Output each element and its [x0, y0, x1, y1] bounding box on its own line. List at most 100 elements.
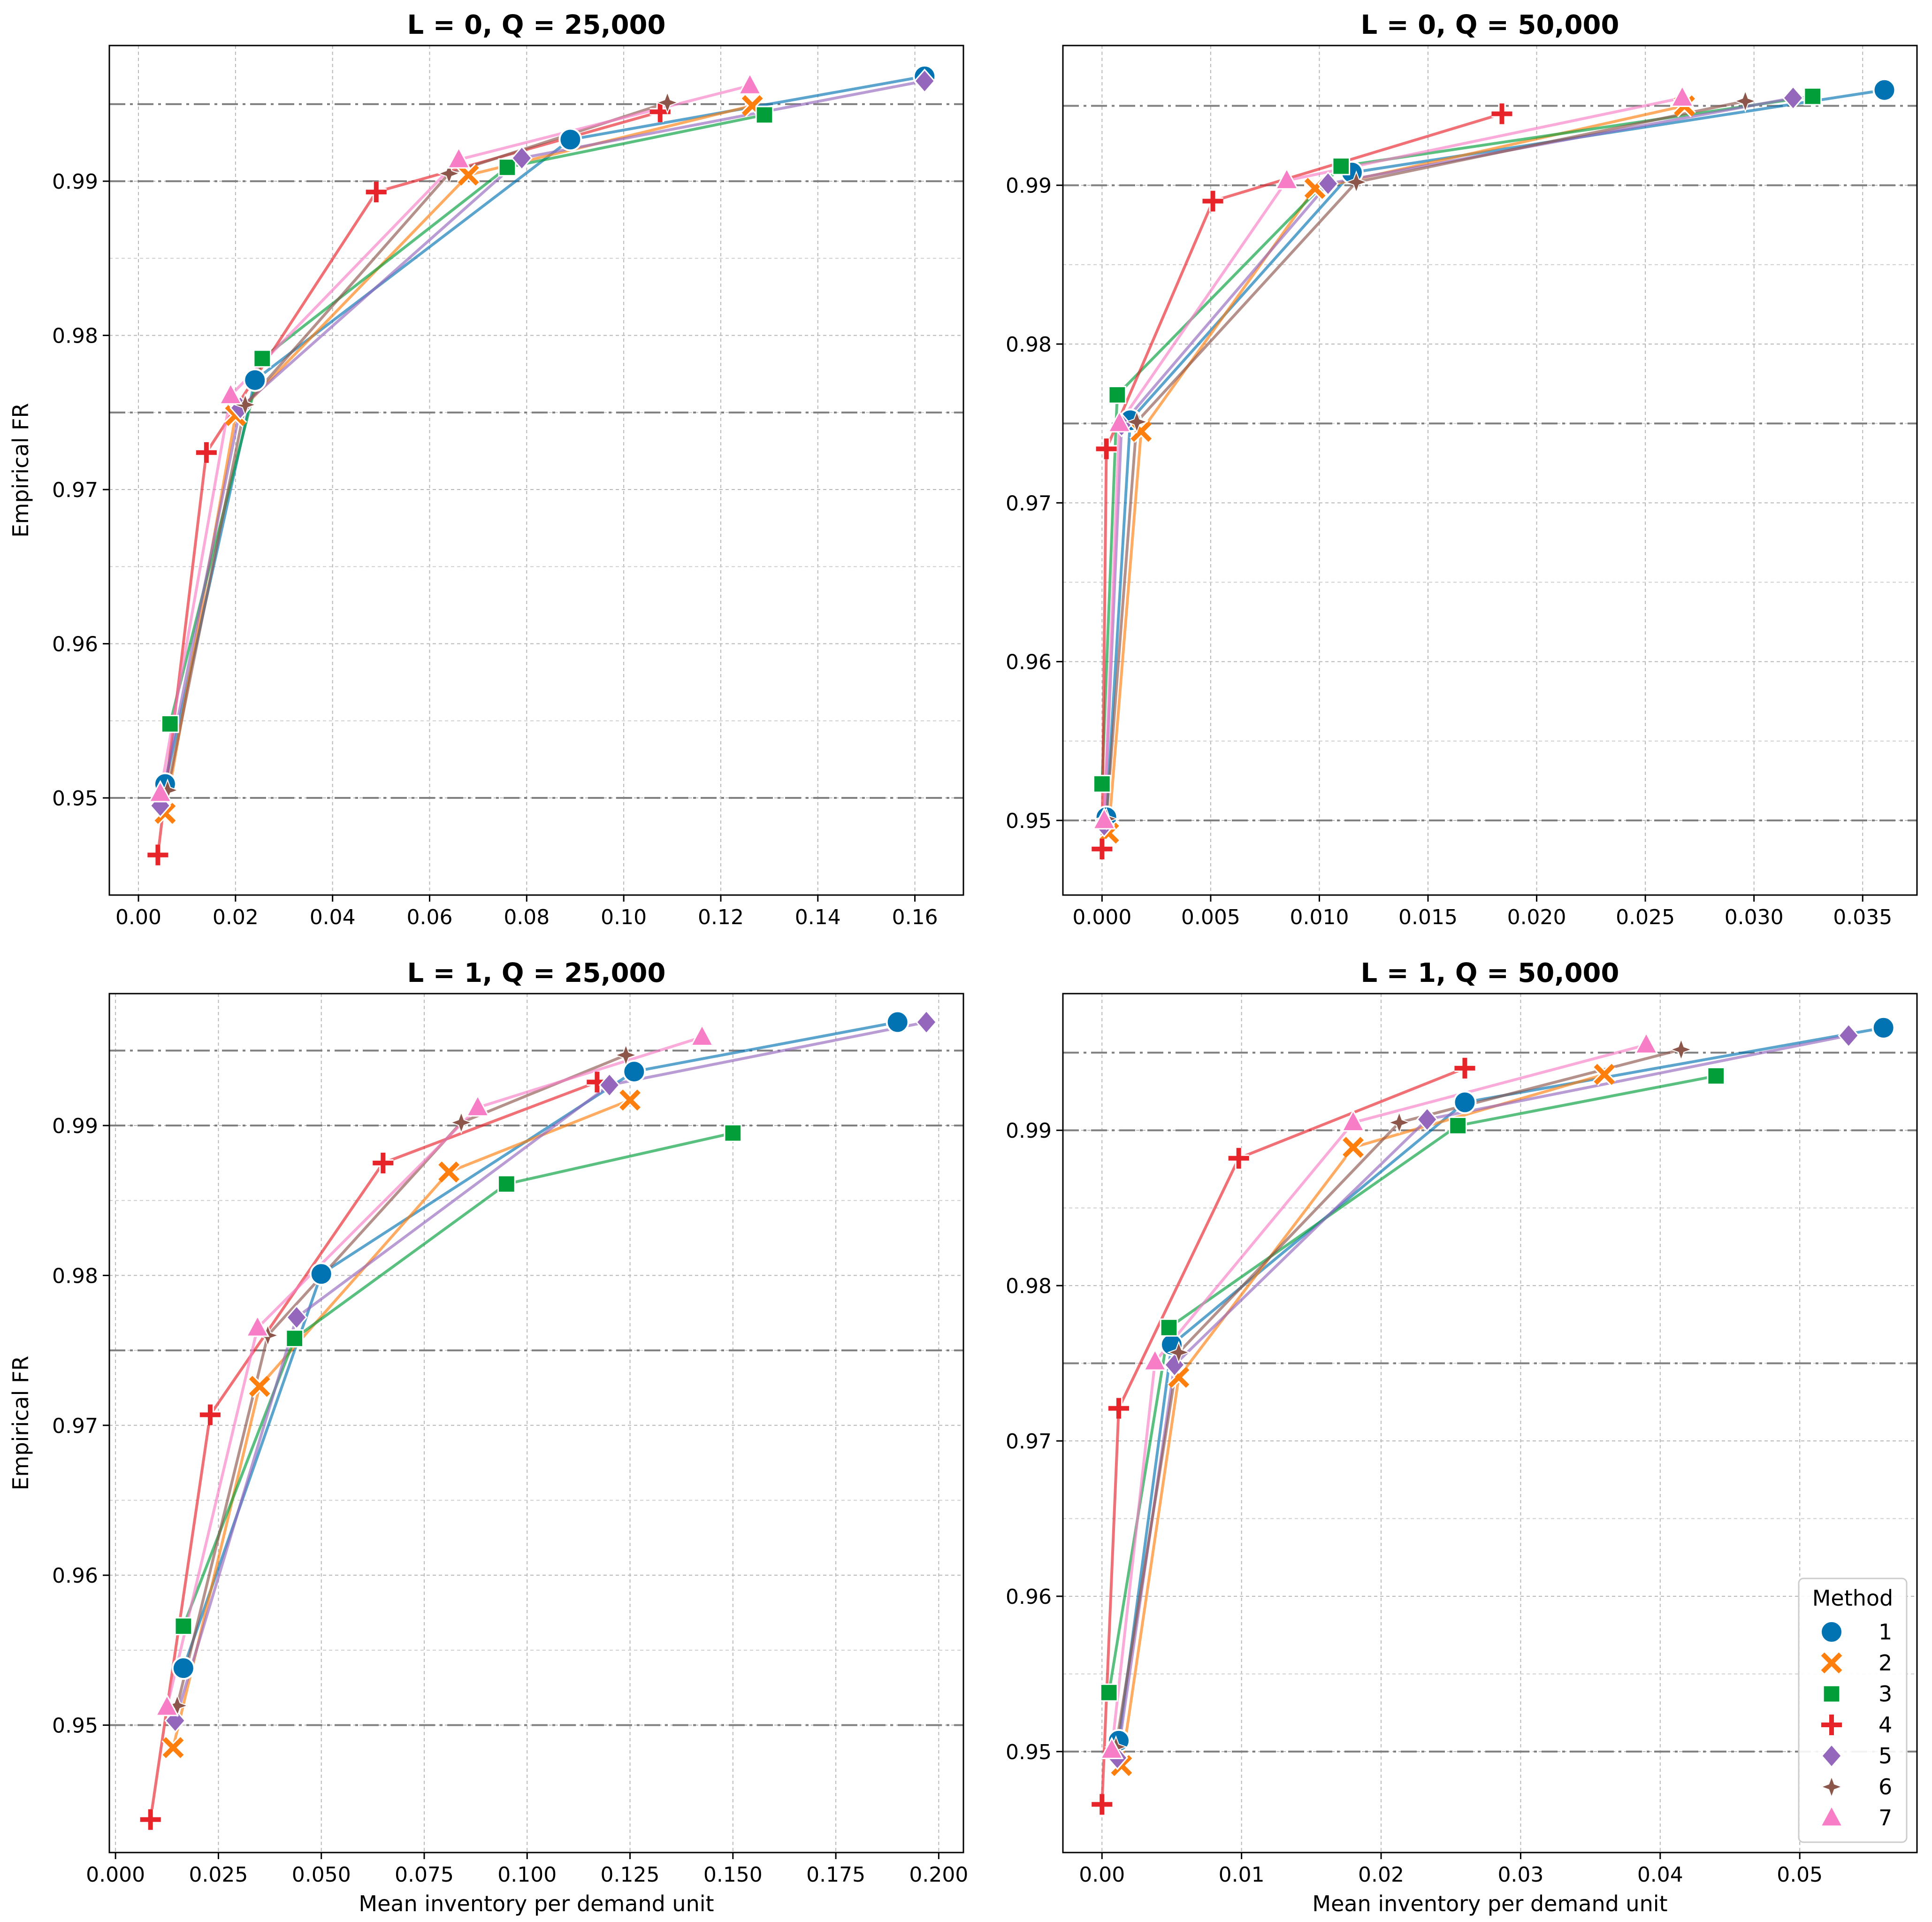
data-point-method-6	[1387, 1110, 1411, 1134]
data-point-method-4	[196, 442, 217, 463]
y-axis-label: Empirical FR	[8, 403, 33, 538]
legend-title: Method	[1812, 1585, 1894, 1611]
legend-label: 1	[1879, 1619, 1892, 1645]
x-tick-label: 0.125	[601, 1863, 660, 1887]
data-point-method-4	[1202, 191, 1223, 212]
series-line-5	[159, 79, 925, 806]
x-tick-label: 0.00	[115, 905, 161, 929]
legend-label: 4	[1879, 1712, 1892, 1738]
y-tick-label: 0.97	[1006, 1430, 1052, 1454]
y-tick-label: 0.97	[1006, 491, 1052, 515]
plot-area	[140, 1010, 938, 1830]
data-point-method-5	[1317, 171, 1339, 196]
data-point-method-4	[140, 1809, 161, 1830]
data-point-method-3	[160, 715, 179, 733]
data-point-method-2	[1342, 1136, 1365, 1159]
plot-area	[1092, 1016, 1895, 1815]
data-point-method-3	[1108, 385, 1127, 404]
y-tick-label: 0.98	[1006, 333, 1052, 357]
data-point-method-4	[1096, 438, 1117, 459]
legend-marker-2	[1820, 1651, 1843, 1675]
data-point-method-6	[1344, 170, 1368, 194]
x-tick-label: 0.000	[86, 1863, 145, 1887]
series-line-2	[1107, 104, 1685, 834]
data-point-method-7	[218, 382, 243, 405]
data-point-method-1	[1872, 78, 1896, 102]
x-tick-label: 0.12	[698, 905, 744, 929]
data-point-method-5	[286, 1305, 308, 1330]
legend-box	[1798, 1577, 1908, 1843]
series-line-7	[1102, 96, 1683, 821]
series-line-6	[1115, 1048, 1682, 1747]
data-point-method-3	[498, 158, 517, 176]
data-point-method-7	[1100, 1737, 1124, 1759]
legend-marker-3	[1822, 1685, 1841, 1703]
data-point-method-2	[1593, 1063, 1616, 1086]
data-point-method-7	[245, 1314, 270, 1337]
y-tick-label: 0.96	[1006, 651, 1052, 674]
data-point-method-1	[171, 1656, 195, 1680]
y-tick-label: 0.95	[1006, 809, 1052, 833]
data-point-method-7	[690, 1024, 714, 1046]
data-point-method-5	[916, 1010, 938, 1035]
data-point-method-7	[1341, 1109, 1366, 1132]
x-tick-label: 0.10	[601, 905, 647, 929]
data-point-method-4	[1454, 1057, 1475, 1079]
data-point-method-6	[614, 1043, 638, 1067]
axes-frame	[108, 993, 964, 1853]
data-point-method-3	[1707, 1067, 1726, 1085]
data-point-method-2	[457, 163, 480, 187]
legend: Method 1 2 3 4 5 6 7	[1798, 1577, 1908, 1843]
x-tick-label: 0.075	[395, 1863, 454, 1887]
axes-frame	[1062, 45, 1918, 896]
x-tick-label: 0.04	[310, 905, 356, 929]
data-point-method-7	[1634, 1031, 1658, 1054]
y-axis-label: Empirical FR	[8, 1356, 33, 1491]
chart-title: L = 1, Q = 25,000	[407, 958, 666, 988]
series-line-6	[1105, 100, 1746, 819]
x-tick-label: 0.00	[1079, 1863, 1125, 1887]
x-tick-label: 0.05	[1777, 1863, 1823, 1887]
data-point-method-1	[309, 1262, 333, 1286]
y-tick-label: 0.96	[52, 633, 98, 657]
data-point-method-2	[248, 1375, 271, 1398]
data-point-method-1	[622, 1060, 646, 1084]
x-axis-label: Mean inventory per demand unit	[1312, 1891, 1667, 1916]
data-point-method-5	[598, 1072, 620, 1098]
chart-panel-3: 0.000 0.025 0.050 0.075 0.100 0.125 0.150 0.175…	[8, 958, 968, 1916]
chart-panel-4: 0.00 0.01 0.02 0.03 0.04 0.05 0.95 0.96 0.97 0.98…	[1006, 958, 1918, 1916]
axes-frame	[1062, 993, 1918, 1853]
data-point-method-5	[511, 145, 533, 171]
series-line-7	[1110, 1043, 1647, 1750]
x-tick-label: 0.175	[806, 1863, 865, 1887]
y-tick-label: 0.98	[1006, 1274, 1052, 1298]
data-point-method-3	[1093, 774, 1111, 793]
data-point-method-7	[1275, 167, 1299, 190]
legend-label: 5	[1879, 1743, 1892, 1769]
x-tick-label: 0.01	[1219, 1863, 1265, 1887]
y-tick-label: 0.97	[52, 478, 98, 502]
chart-panel-1: 0.00 0.02 0.04 0.06 0.08 0.10 0.12 0.14 0.16 0.95…	[8, 10, 964, 929]
x-tick-label: 0.14	[795, 905, 841, 929]
x-tick-label: 0.035	[1833, 905, 1892, 929]
y-tick-label: 0.99	[1006, 174, 1052, 198]
series-line-5	[174, 1020, 927, 1721]
x-tick-label: 0.200	[909, 1863, 968, 1887]
chart-title: L = 0, Q = 25,000	[407, 10, 666, 40]
x-tick-label: 0.030	[1725, 905, 1784, 929]
x-tick-label: 0.04	[1637, 1863, 1683, 1887]
chart-panel-2: 0.000 0.005 0.010 0.015 0.020 0.025 0.030 0.035…	[1006, 10, 1918, 929]
series-line-3	[182, 1132, 733, 1627]
series-line-3	[1100, 95, 1813, 784]
y-tick-label: 0.95	[52, 1714, 98, 1738]
x-tick-label: 0.08	[504, 905, 550, 929]
data-point-method-3	[285, 1329, 304, 1348]
chart-title: L = 1, Q = 50,000	[1361, 958, 1619, 988]
legend-marker-5	[1821, 1743, 1842, 1769]
data-point-method-6	[1733, 89, 1757, 113]
data-point-method-7	[155, 1693, 179, 1716]
data-point-method-5	[1838, 1023, 1860, 1048]
data-point-method-7	[1143, 1348, 1167, 1371]
x-tick-label: 0.16	[892, 905, 938, 929]
legend-marker-7	[1819, 1804, 1844, 1827]
